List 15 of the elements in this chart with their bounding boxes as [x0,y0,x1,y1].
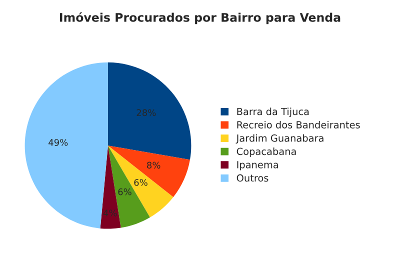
data-label: 6% [118,188,132,196]
data-label: 4% [103,210,117,216]
legend-label: Recreio dos Bandeirantes [237,120,360,128]
legend-label: Outros [236,174,268,182]
data-label: 28% [136,109,156,116]
legend-label: Ipanema [237,161,278,170]
pie-slice [108,62,192,160]
pie-slice [108,146,190,198]
legend-label: Jardim Guanabara [236,134,324,144]
legend-label: Copacabana [236,148,296,157]
chart-title: Imóveis Procurados por Bairro para Venda [60,12,340,24]
data-label: 6% [134,179,148,186]
data-label: 8% [147,162,160,169]
data-label: 49% [48,139,68,146]
legend-label: Barra da Tijuca [237,108,309,118]
